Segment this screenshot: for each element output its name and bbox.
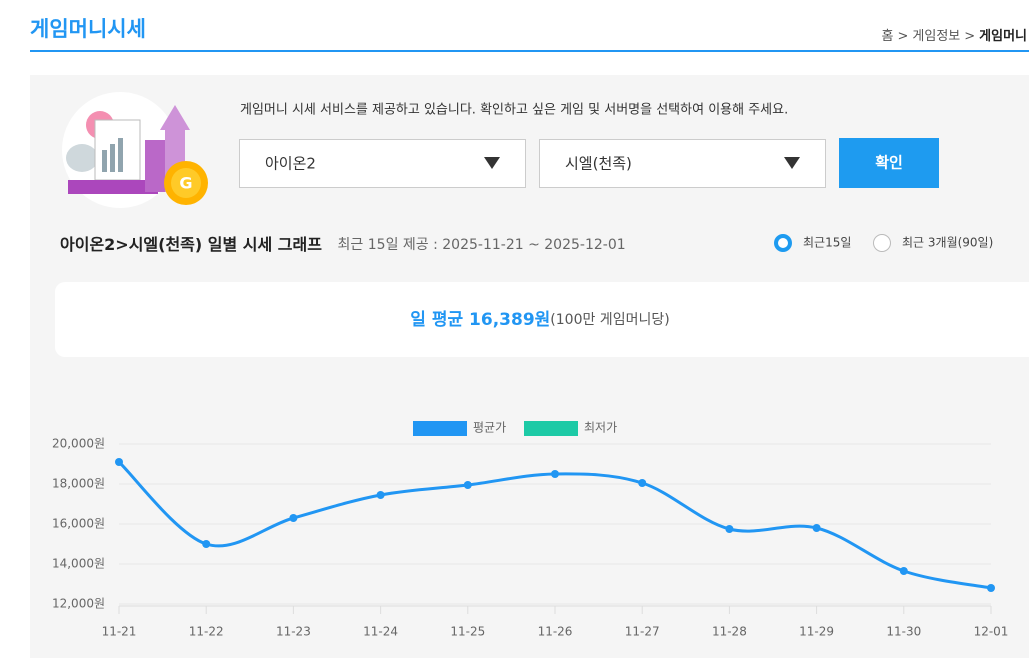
y-tick-label: 18,000원 — [52, 477, 105, 491]
dropdown-arrow — [784, 157, 800, 169]
point — [987, 584, 995, 592]
x-tick-label: 11-25 — [450, 625, 485, 639]
point — [463, 481, 472, 489]
x-tick-label: 12-01 — [974, 625, 1009, 639]
x-tick-label: 11-26 — [538, 625, 573, 639]
illustration: G — [62, 92, 208, 208]
x-tick-label: 11-21 — [102, 625, 137, 639]
x-tick-label: 11-27 — [625, 625, 660, 639]
breadcrumb: 홈 > 게임정보 > 게임머니 — [882, 28, 1027, 44]
radio-label: 최근 3개월(90일) — [902, 236, 993, 250]
radio[interactable] — [873, 234, 891, 252]
server-select-value: 시엘(천족) — [565, 155, 632, 173]
x-tick-label: 11-22 — [189, 625, 224, 639]
point — [202, 540, 211, 548]
legend-swatch — [413, 421, 467, 436]
legend-swatch — [524, 421, 578, 436]
legend-label: 평균가 — [473, 421, 506, 435]
y-tick-label: 16,000원 — [52, 517, 105, 531]
graph-title: 아이온2>시엘(천족) 일별 시세 그래프 최근 15일 제공 : 2025-1… — [60, 235, 626, 254]
header-rule — [30, 50, 1029, 52]
breadcrumb-item: 게임머니 — [979, 28, 1027, 44]
chart: 12,000원 14,000원 16,000원 18,000원 20,000원 11-21… — [52, 421, 1008, 639]
server-select[interactable] — [539, 139, 826, 188]
y-tick-label: 12,000원 — [52, 597, 105, 611]
legend-label: 최저가 — [584, 421, 617, 435]
game-select-value: 아이온2 — [265, 155, 316, 173]
x-tick-label: 11-23 — [276, 625, 311, 639]
breadcrumb-item: 게임정보 — [912, 29, 960, 44]
dropdown-arrow — [484, 157, 500, 169]
page-title: 게임머니시세 — [30, 17, 146, 41]
x-tick-label: 11-28 — [712, 625, 747, 639]
graph-subtitle: 최근 15일 제공 : 2025-11-21 ~ 2025-12-01 — [338, 237, 626, 253]
graph-title-text: 아이온2>시엘(천족) 일별 시세 그래프 — [60, 235, 322, 254]
point — [725, 525, 734, 533]
confirm-button-label: 확인 — [875, 154, 903, 172]
average: 일 평균 16,389원(100만 게임머니당) — [410, 310, 669, 330]
point — [551, 470, 559, 478]
game-select[interactable] — [239, 139, 526, 188]
point — [812, 524, 821, 532]
point — [115, 458, 123, 466]
radio-label: 최근15일 — [803, 236, 851, 250]
breadcrumb-item: 홈 — [882, 29, 894, 44]
svg-text:G: G — [179, 174, 192, 193]
average-box — [55, 282, 1029, 357]
radio-checked[interactable] — [774, 234, 792, 252]
intro: 게임머니 시세 서비스를 제공하고 있습니다. 확인하고 싶은 게임 및 서버명… — [240, 103, 788, 118]
point — [289, 514, 298, 522]
x-tick-label: 11-29 — [799, 625, 834, 639]
breadcrumb-item: > — [964, 29, 975, 44]
average-note: (100만 게임머니당) — [550, 312, 669, 328]
breadcrumb-item: > — [898, 29, 909, 44]
x-tick-label: 11-24 — [363, 625, 398, 639]
confirm-button[interactable] — [839, 138, 939, 188]
y-tick-label: 20,000원 — [52, 437, 105, 451]
average-value: 일 평균 16,389원 — [410, 310, 550, 330]
y-tick-label: 14,000원 — [52, 557, 105, 571]
point — [376, 491, 385, 499]
point — [638, 479, 647, 487]
point — [899, 567, 908, 575]
x-tick-label: 11-30 — [886, 625, 921, 639]
